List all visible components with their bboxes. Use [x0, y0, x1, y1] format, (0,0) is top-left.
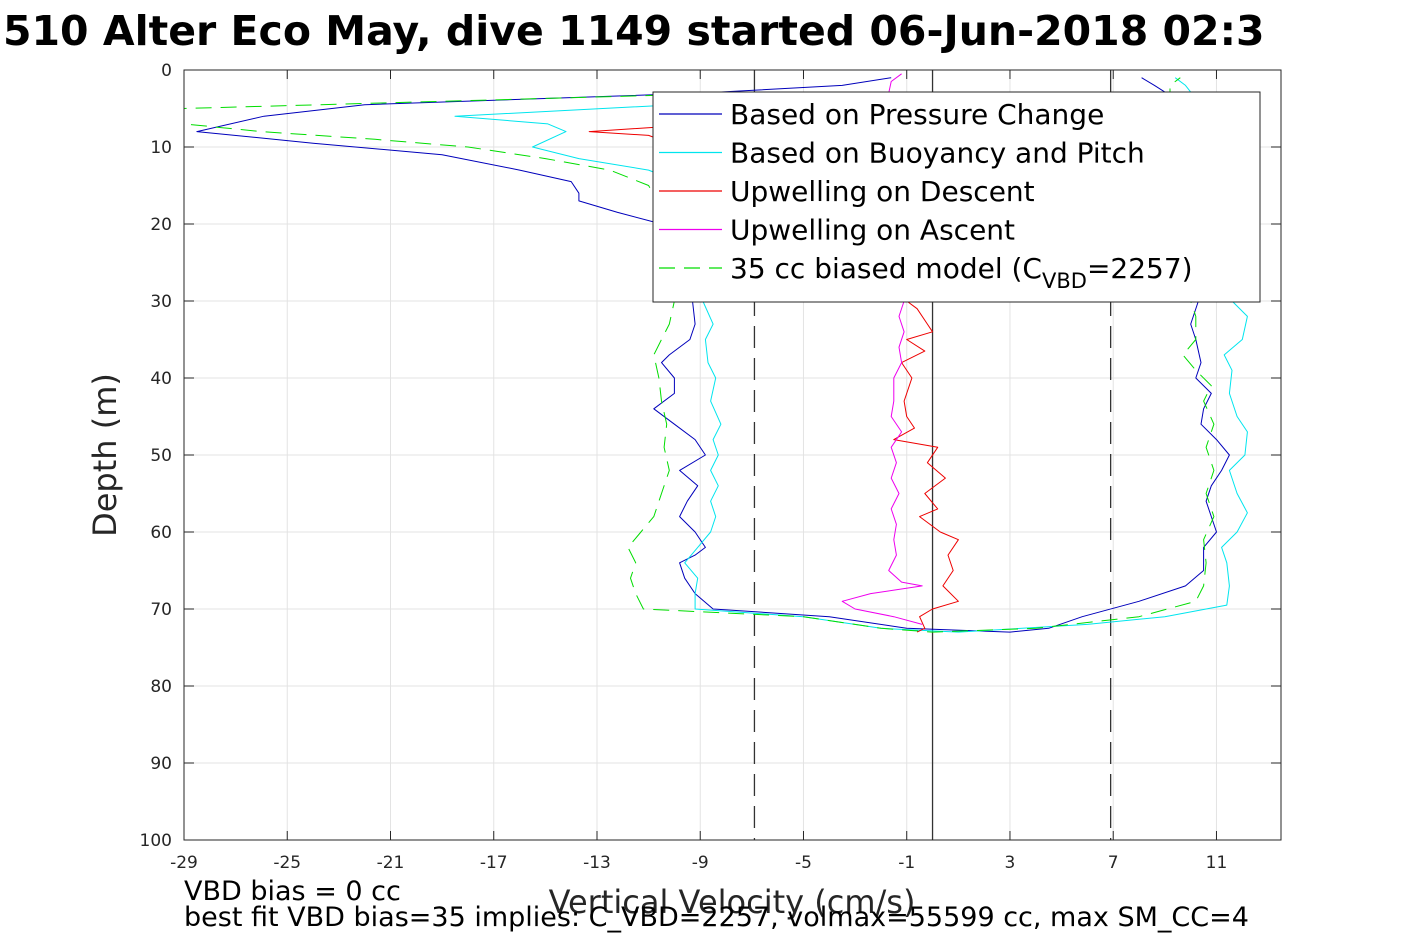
x-tick-label: -1	[898, 853, 915, 873]
chart-title: 510 Alter Eco May, dive 1149 started 06-…	[3, 7, 1265, 55]
y-tick-label: 10	[150, 138, 172, 158]
y-tick-label: 50	[150, 446, 172, 466]
series-line-descent	[588, 119, 959, 633]
x-tick-label: 11	[1206, 853, 1228, 873]
legend-label-ascent: Upwelling on Ascent	[730, 214, 1015, 247]
y-tick-label: 0	[161, 61, 172, 81]
x-tick-label: -5	[795, 853, 812, 873]
x-tick-label: 7	[1108, 853, 1119, 873]
legend-label-buoyancy: Based on Buoyancy and Pitch	[730, 137, 1145, 170]
y-tick-label: 90	[150, 754, 172, 774]
y-tick-label: 60	[150, 523, 172, 543]
x-tick-label: -25	[273, 853, 301, 873]
x-tick-label: -29	[170, 853, 198, 873]
x-tick-label: 3	[1005, 853, 1016, 873]
x-tick-label: -21	[377, 853, 405, 873]
x-tick-label: -13	[583, 853, 611, 873]
x-axis-label: Vertical Velocity (cm/s)	[549, 883, 916, 921]
legend: Based on Pressure Change Based on Buoyanc…	[652, 91, 1261, 303]
y-tick-label: 40	[150, 369, 172, 389]
y-tick-label: 80	[150, 677, 172, 697]
legend-label-model: 35 cc biased model (CVBD=2257)	[730, 252, 1193, 293]
series-line-ascent	[841, 73, 923, 625]
best-fit-note: best fit VBD bias=35 implies: C_VBD=2257…	[184, 902, 1249, 933]
legend-label-descent: Upwelling on Descent	[730, 175, 1035, 208]
y-tick-label: 70	[150, 600, 172, 620]
y-tick-label: 20	[150, 215, 172, 235]
legend-label-pressure: Based on Pressure Change	[730, 98, 1104, 131]
axis-ticks: -29 -25 -21 -17 -13 -9 -5 -1 3 7 11010203040506070…	[140, 61, 1281, 873]
y-tick-label: 100	[140, 831, 172, 851]
legend-box	[652, 91, 1261, 303]
y-tick-label: 30	[150, 292, 172, 312]
y-axis-label: Depth (m)	[86, 373, 124, 537]
x-tick-label: -9	[692, 853, 709, 873]
x-tick-label: -17	[480, 853, 508, 873]
vbd-bias-note: VBD bias = 0 cc	[184, 876, 401, 907]
